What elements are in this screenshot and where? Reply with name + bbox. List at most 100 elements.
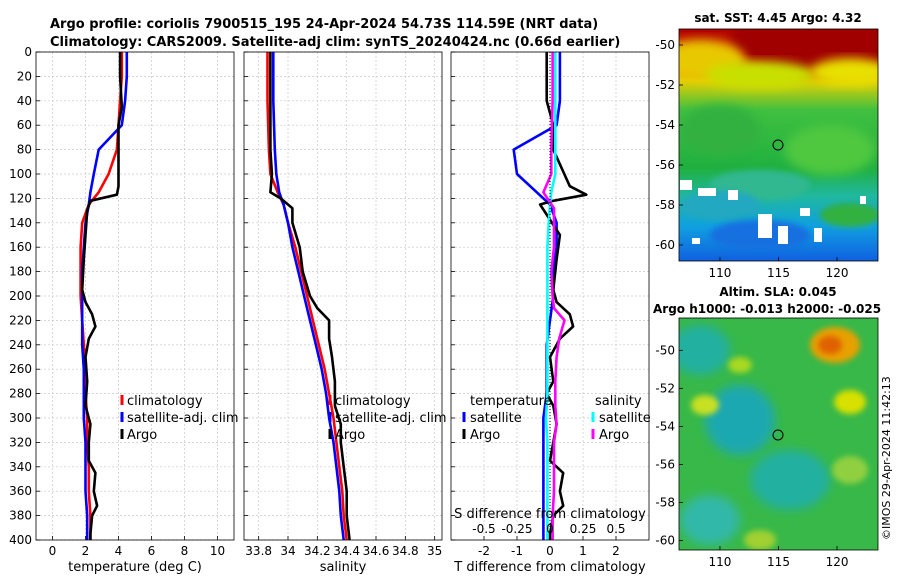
map-x-tick-label: 110 <box>709 266 732 280</box>
sst-map: sat. SST: 4.45 Argo: 4.32 110 115 120- <box>655 11 879 280</box>
difference-panel: -2 -1 0 1 2 T difference from climatology temp… <box>450 51 651 575</box>
sst-heatmap-field <box>679 29 878 261</box>
y-tick-label: 40 <box>17 94 32 108</box>
legend-title-salinity: salinity <box>595 394 642 409</box>
sst-argo-marker <box>772 139 784 151</box>
legend-label: satellite-adj. clim <box>335 411 447 426</box>
plot-frame <box>450 51 650 541</box>
x-tick-label: 2 <box>612 544 620 558</box>
legend-label: satellite <box>599 411 651 426</box>
x-tick-label: 34.8 <box>392 544 419 558</box>
legend-title-temperature: temperature <box>470 394 552 409</box>
series-line-satellite-adj-clim <box>272 52 345 541</box>
y-tick-label: 260 <box>9 362 32 376</box>
imos-credit: ©IMOS 29-Apr-2024 11:42:13 <box>880 376 893 540</box>
x-tick-label: -1 <box>511 544 523 558</box>
y-tick-label: 140 <box>9 216 32 230</box>
y-tick-label: 380 <box>9 509 32 523</box>
legend-label: climatology <box>335 394 411 409</box>
map-x-tick-label: 115 <box>767 555 790 569</box>
map-y-tick-label: -52 <box>655 381 675 395</box>
secondary-x-axis-label: S difference from climatology <box>454 507 646 522</box>
x-tick-label: 33.8 <box>245 544 272 558</box>
x-tick-label: 10 <box>210 544 225 558</box>
x-tick-label: 35 <box>427 544 442 558</box>
x-axis-label: temperature (deg C) <box>68 560 202 575</box>
legend-label: satellite <box>470 411 522 426</box>
secondary-x-tick-label: 0.5 <box>606 522 625 536</box>
x-tick-label: 34 <box>280 544 295 558</box>
legend-label: Argo <box>127 428 157 443</box>
secondary-x-tick-label: -0.5 <box>472 522 495 536</box>
y-tick-label: 80 <box>17 143 32 157</box>
y-tick-label: 160 <box>9 240 32 254</box>
x-tick-label: 6 <box>148 544 156 558</box>
x-tick-label: 34.4 <box>333 544 360 558</box>
y-tick-label: 340 <box>9 460 32 474</box>
x-tick-label: 1 <box>579 544 587 558</box>
map-x-tick-label: 120 <box>826 555 849 569</box>
series-line-salinity-satellite <box>544 52 557 540</box>
series-line-temperature-argo <box>538 52 588 540</box>
map-y-tick-label: -56 <box>655 158 675 172</box>
secondary-x-tick-label: 0 <box>546 522 554 536</box>
y-tick-label: 180 <box>9 265 32 279</box>
x-tick-label: -2 <box>478 544 490 558</box>
map-x-tick-label: 120 <box>826 266 849 280</box>
map-y-tick-label: -60 <box>655 238 675 252</box>
y-tick-label: 100 <box>9 167 32 181</box>
y-tick-label: 360 <box>9 484 32 498</box>
series-line-argo <box>80 52 124 540</box>
plot-frame <box>243 51 443 541</box>
header-line2: Climatology: CARS2009. Satellite-adj cli… <box>50 35 620 50</box>
y-tick-label: 20 <box>17 69 32 83</box>
map-y-tick-label: -60 <box>655 533 675 547</box>
legend-label: Argo <box>599 428 629 443</box>
map-y-tick-label: -50 <box>655 38 675 52</box>
x-tick-label: 0 <box>546 544 554 558</box>
secondary-x-tick-label: 0.25 <box>570 522 597 536</box>
series-line-climatology <box>266 52 348 541</box>
y-tick-label: 240 <box>9 338 32 352</box>
x-axis-label: T difference from climatology <box>453 560 646 575</box>
sst-map-title: sat. SST: 4.45 Argo: 4.32 <box>694 11 861 25</box>
map-y-tick-label: -52 <box>655 78 675 92</box>
y-tick-label: 300 <box>9 411 32 425</box>
map-y-tick-label: -58 <box>655 495 675 509</box>
map-y-tick-label: -56 <box>655 457 675 471</box>
x-tick-label: 0 <box>49 544 57 558</box>
y-tick-label: 280 <box>9 387 32 401</box>
salinity-panel: 33.8 34 34.2 34.4 34.6 34.8 35 salinity climatol… <box>243 51 447 575</box>
x-tick-label: 34.6 <box>363 544 390 558</box>
map-y-tick-label: -54 <box>655 419 675 433</box>
sla-map-title: Altim. SLA: 0.045 <box>719 285 836 299</box>
sla-argo-marker <box>772 429 784 441</box>
legend-label: Argo <box>470 428 500 443</box>
legend-label: climatology <box>127 394 203 409</box>
series-line-argo <box>269 52 351 541</box>
y-tick-label: 0 <box>24 45 32 59</box>
y-tick-label: 220 <box>9 313 32 327</box>
x-tick-label: 34.2 <box>304 544 331 558</box>
y-tick-label: 200 <box>9 289 32 303</box>
header-line1: Argo profile: coriolis 7900515_195 24-Ap… <box>50 17 598 32</box>
sla-map: Altim. SLA: 0.045 Argo h1000: -0.013 h20… <box>653 285 881 569</box>
y-tick-label: 320 <box>9 435 32 449</box>
y-tick-label: 400 <box>9 533 32 547</box>
map-x-tick-label: 115 <box>767 266 790 280</box>
sla-heatmap-field <box>679 318 878 550</box>
x-tick-label: 4 <box>115 544 123 558</box>
y-tick-label: 60 <box>17 118 32 132</box>
legend-label: satellite-adj. clim <box>127 411 239 426</box>
x-tick-label: 8 <box>181 544 189 558</box>
map-x-tick-label: 110 <box>709 555 732 569</box>
temperature-panel: 0 2 4 6 8 10020406080100120140160180200220240… <box>9 45 239 575</box>
secondary-x-tick-label: -0.25 <box>501 522 532 536</box>
series-line-salinity-argo <box>542 52 566 540</box>
map-y-tick-label: -58 <box>655 198 675 212</box>
map-y-tick-label: -54 <box>655 118 675 132</box>
map-y-tick-label: -50 <box>655 343 675 357</box>
y-tick-label: 120 <box>9 191 32 205</box>
plot-frame <box>35 51 235 541</box>
